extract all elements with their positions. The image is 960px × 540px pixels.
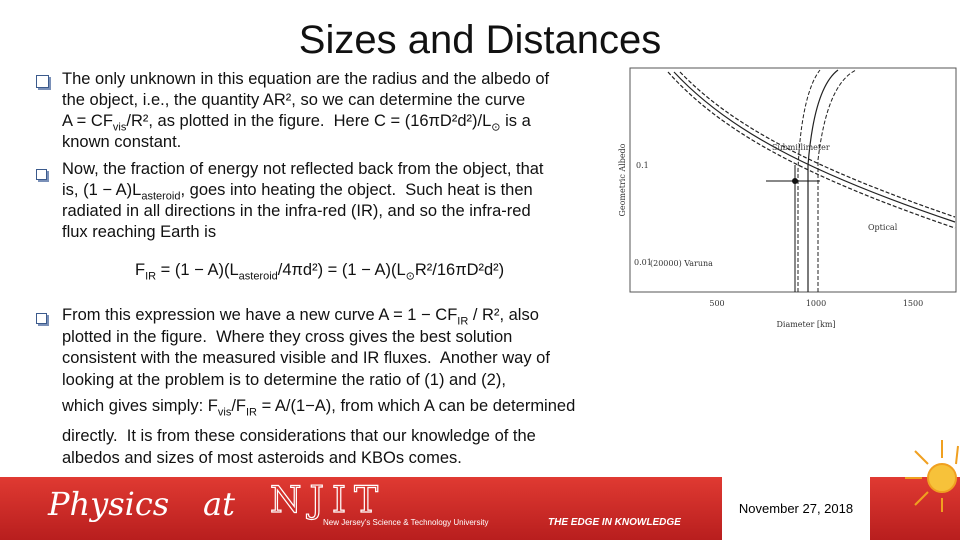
text-line: From this expression we have a new curve… xyxy=(62,306,539,327)
text-line: A = CFvis/R², as plotted in the figure. … xyxy=(62,112,531,133)
sun-icon xyxy=(905,440,959,512)
date: November 27, 2018 xyxy=(722,477,870,540)
annotation: Optical xyxy=(868,223,898,232)
slide-title: Sizes and Distances xyxy=(298,18,662,62)
text-line: known constant. xyxy=(62,133,181,152)
text-run: /R², as plotted in the figure. Here C = … xyxy=(126,112,492,130)
submm-curve xyxy=(817,69,857,292)
text-run: vis xyxy=(217,406,232,419)
text-run: The only unknown in this equation are th… xyxy=(62,70,550,88)
text-run: ⊙ xyxy=(405,270,415,283)
text-run: asteroid xyxy=(141,190,181,203)
text-run: plotted in the figure. Where they cross … xyxy=(62,328,513,346)
text-run: IR xyxy=(145,270,157,283)
annotation: Submillimeter xyxy=(772,143,830,152)
text-run: looking at the problem is to determine t… xyxy=(62,371,506,389)
slogan: THE EDGE IN KNOWLEDGE xyxy=(548,517,681,528)
logo-at: at xyxy=(203,485,235,523)
text-run: = A/(1−A), from which A can be determine… xyxy=(257,397,576,415)
text-run: From this expression we have a new curve… xyxy=(62,306,458,324)
text-line: plotted in the figure. Where they cross … xyxy=(62,328,512,347)
y-tick-label: 0.1 xyxy=(636,161,649,170)
text-line: Now, the fraction of energy not reflecte… xyxy=(62,160,544,179)
data-point xyxy=(792,178,798,184)
text-run: is, (1 − A)L xyxy=(62,181,142,199)
text-line: radiated in all directions in the infra-… xyxy=(62,202,531,221)
text-run: asteroid xyxy=(238,270,278,283)
text-run: /F xyxy=(231,397,246,415)
text-run: , goes into heating the object. Such hea… xyxy=(180,181,533,199)
text-run: albedos and sizes of most asteroids and … xyxy=(62,449,462,467)
text-run: which gives simply: F xyxy=(62,397,218,415)
text-run: /4πd²) = (1 − A)(L xyxy=(277,261,406,279)
text-line: albedos and sizes of most asteroids and … xyxy=(62,449,462,468)
text-line: FIR = (1 − A)(Lasteroid/4πd²) = (1 − A)(… xyxy=(135,261,504,282)
text-run: / R², also xyxy=(468,306,539,324)
text-run: ⊙ xyxy=(491,121,501,134)
text-run: flux reaching Earth is xyxy=(62,223,217,241)
y-tick-label: 0.01 xyxy=(634,258,652,267)
tagline: New Jersey's Science & Technology Univer… xyxy=(323,518,488,527)
text-run: known constant. xyxy=(62,133,182,151)
text-run: R²/16πD²d²) xyxy=(414,261,505,279)
text-line: flux reaching Earth is xyxy=(62,223,216,242)
optical-curve xyxy=(679,71,956,218)
submm-curve xyxy=(807,69,839,292)
bullet-marker xyxy=(36,313,47,324)
annotation: (20000) Varuna xyxy=(650,259,713,268)
text-run: is a xyxy=(500,112,531,130)
optical-curve xyxy=(667,71,956,229)
text-run: Now, the fraction of energy not reflecte… xyxy=(62,160,544,178)
x-axis-label: Diameter [km] xyxy=(776,320,835,329)
optical-curve xyxy=(673,71,956,223)
bullet-marker xyxy=(36,169,47,180)
text-line: consistent with the measured visible and… xyxy=(62,349,550,368)
submm-curve xyxy=(797,69,821,292)
text-run: F xyxy=(135,261,146,279)
text-line: The only unknown in this equation are th… xyxy=(62,70,549,89)
text-run: = (1 − A)(L xyxy=(156,261,239,279)
text-run: IR xyxy=(457,315,469,328)
text-run: the object, i.e., the quantity AR², so w… xyxy=(62,91,526,109)
text-line: the object, i.e., the quantity AR², so w… xyxy=(62,91,525,110)
plot-frame xyxy=(629,67,957,293)
logo-njit: NJIT xyxy=(270,480,386,521)
x-tick-label: 1500 xyxy=(903,299,923,308)
text-run: consistent with the measured visible and… xyxy=(62,349,550,367)
text-run: radiated in all directions in the infra-… xyxy=(62,202,531,220)
text-run: vis xyxy=(112,121,127,134)
x-tick-label: 1000 xyxy=(806,299,826,308)
text-run: directly. It is from these consideration… xyxy=(62,427,536,445)
x-tick-label: 500 xyxy=(709,299,724,308)
bullet-marker xyxy=(36,75,49,88)
text-run: IR xyxy=(246,406,257,419)
text-line: which gives simply: Fvis/FIR = A/(1−A), … xyxy=(62,397,575,418)
text-line: looking at the problem is to determine t… xyxy=(62,371,506,390)
text-line: directly. It is from these consideration… xyxy=(62,427,536,446)
text-line: is, (1 − A)Lasteroid, goes into heating … xyxy=(62,181,533,202)
y-axis-label: Geometric Albedo xyxy=(618,143,627,216)
text-run: A = CF xyxy=(62,112,113,130)
logo-physics: Physics xyxy=(47,485,169,523)
